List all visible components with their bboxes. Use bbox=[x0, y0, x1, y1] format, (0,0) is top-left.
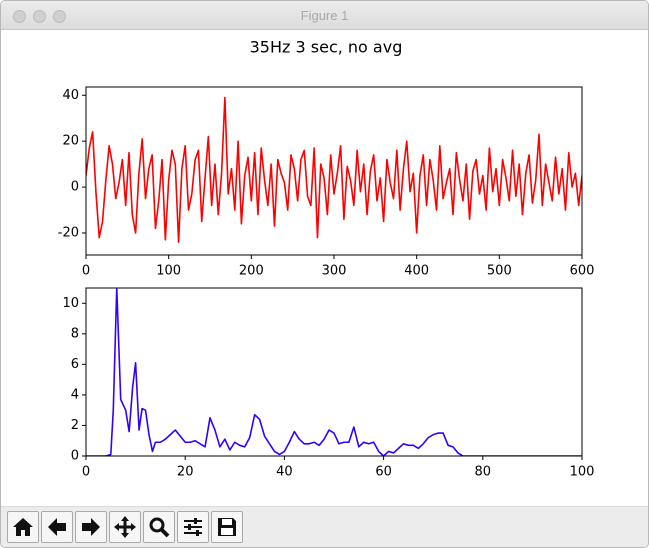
zoom-button[interactable] bbox=[53, 10, 66, 23]
y-tick-label: -20 bbox=[58, 225, 79, 240]
y-tick-label: 20 bbox=[62, 134, 79, 149]
x-tick-label: 0 bbox=[82, 264, 90, 279]
x-tick-label: 600 bbox=[570, 264, 595, 279]
data-line bbox=[86, 288, 582, 456]
x-tick-label: 100 bbox=[570, 465, 595, 480]
y-tick-label: 10 bbox=[62, 296, 79, 311]
figure: 35Hz 3 sec, no avg 0 100 200 300 400 500 600-2… bbox=[58, 38, 595, 480]
x-tick-label: 80 bbox=[475, 465, 492, 480]
x-tick-label: 60 bbox=[375, 465, 392, 480]
toolbar bbox=[1, 506, 648, 547]
y-tick-label: 4 bbox=[71, 387, 79, 402]
back-button[interactable] bbox=[41, 511, 73, 543]
configure-button[interactable] bbox=[177, 511, 209, 543]
figure-title: 35Hz 3 sec, no avg bbox=[250, 38, 403, 57]
close-button[interactable] bbox=[13, 10, 26, 23]
x-tick-label: 300 bbox=[322, 264, 347, 279]
zoom-button[interactable] bbox=[143, 511, 175, 543]
y-tick-label: 8 bbox=[71, 326, 79, 341]
y-tick-label: 2 bbox=[71, 418, 79, 433]
window-title: Figure 1 bbox=[300, 8, 349, 23]
x-tick-label: 0 bbox=[82, 465, 90, 480]
x-tick-label: 100 bbox=[156, 264, 181, 279]
data-line bbox=[86, 96, 582, 243]
pan-button[interactable] bbox=[109, 511, 141, 543]
y-tick-label: 40 bbox=[62, 88, 79, 103]
forward-button[interactable] bbox=[75, 511, 107, 543]
y-tick-label: 0 bbox=[71, 449, 79, 464]
x-tick-label: 200 bbox=[239, 264, 264, 279]
x-tick-label: 20 bbox=[177, 465, 194, 480]
home-button[interactable] bbox=[7, 511, 39, 543]
axes-frame bbox=[85, 287, 583, 457]
y-tick-label: 6 bbox=[71, 357, 79, 372]
title-bar: Figure 1 bbox=[1, 1, 648, 30]
y-tick-label: 0 bbox=[71, 180, 79, 195]
x-tick-label: 500 bbox=[487, 264, 512, 279]
x-tick-label: 40 bbox=[276, 465, 293, 480]
x-tick-label: 400 bbox=[404, 264, 429, 279]
minimize-button[interactable] bbox=[33, 10, 46, 23]
save-button[interactable] bbox=[211, 511, 243, 543]
